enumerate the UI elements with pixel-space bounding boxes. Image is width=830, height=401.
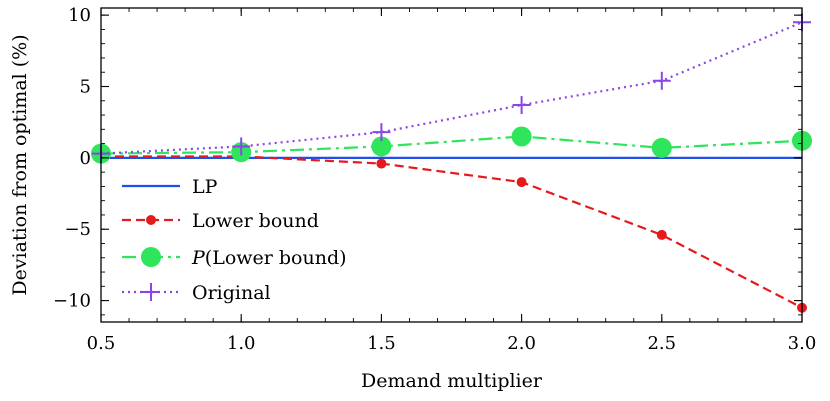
x-axis-label: Demand multiplier — [361, 370, 543, 392]
y-tick-label: 0 — [80, 148, 91, 169]
y-tick-label: 10 — [68, 5, 91, 26]
data-point — [516, 177, 527, 188]
x-tick-label: 1.0 — [227, 333, 256, 354]
plot-frame — [100, 7, 803, 323]
legend-label: P(Lower bound) — [191, 247, 347, 269]
data-point — [372, 123, 391, 142]
data-point — [651, 137, 672, 158]
y-axis-label: Deviation from optimal (%) — [9, 34, 31, 295]
legend: LP Lower bound P(Lower bound) Original — [122, 176, 347, 304]
data-point — [371, 136, 392, 157]
legend-label: LP — [192, 176, 218, 198]
series-line — [100, 135, 803, 155]
legend-item: Original — [122, 282, 271, 304]
x-tick-label: 3.0 — [788, 333, 817, 354]
data-point — [232, 137, 251, 156]
legend-item: P(Lower bound) — [122, 247, 347, 269]
series-original — [92, 13, 811, 163]
legend-marker — [141, 247, 161, 267]
series-line — [101, 155, 803, 309]
legend-marker — [146, 215, 156, 225]
data-point — [652, 71, 671, 90]
y-tick-label: −5 — [64, 219, 91, 240]
legend-marker — [142, 283, 160, 301]
y-tick-label: −10 — [53, 291, 91, 312]
x-tick-label: 2.0 — [507, 333, 536, 354]
data-point — [512, 96, 531, 115]
data-point — [511, 126, 532, 147]
legend-item: Lower bound — [122, 210, 319, 232]
data-point — [376, 158, 387, 169]
x-tick-label: 2.5 — [647, 333, 676, 354]
x-tick-label: 0.5 — [87, 333, 116, 354]
data-point — [656, 229, 667, 240]
legend-label: Lower bound — [192, 210, 319, 232]
legend-item: LP — [122, 176, 218, 198]
y-tick-label: 5 — [80, 77, 91, 98]
legend-label: Original — [192, 282, 271, 304]
series-line — [100, 21, 803, 155]
x-tick-label: 1.5 — [367, 333, 396, 354]
